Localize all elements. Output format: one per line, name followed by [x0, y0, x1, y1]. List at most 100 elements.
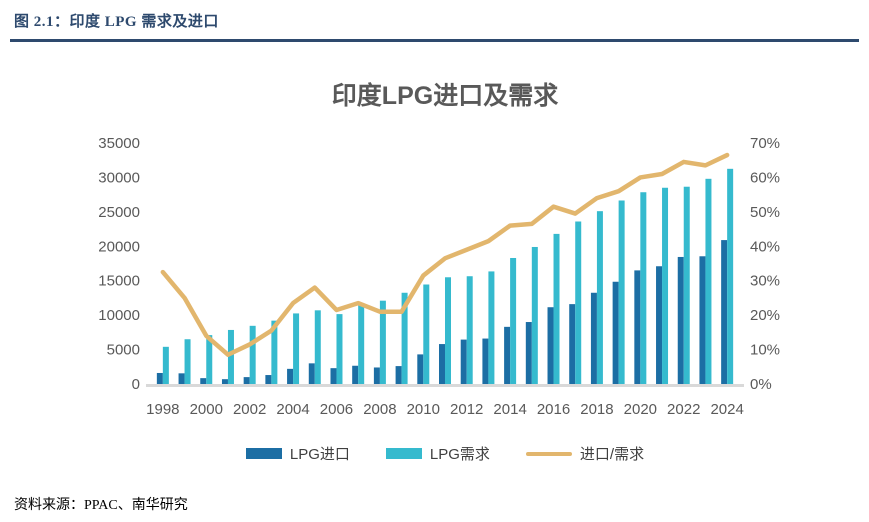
- demand-bar: [705, 178, 712, 384]
- left-axis-tick-label: 20000: [98, 238, 140, 255]
- demand-bar-swatch: [385, 448, 422, 459]
- import-bar: [156, 372, 163, 384]
- right-axis-tick-label: 30%: [750, 273, 780, 290]
- import-bar: [460, 339, 467, 384]
- right-axis-tick-label: 20%: [750, 307, 780, 324]
- demand-bar: [227, 329, 234, 384]
- import-bar: [308, 363, 315, 384]
- import-bar: [525, 322, 532, 384]
- x-axis-tick-label: 2008: [363, 401, 396, 418]
- demand-bar: [575, 221, 582, 384]
- import-bar: [547, 307, 554, 384]
- demand-bar: [510, 257, 517, 384]
- import-bar-swatch: [245, 448, 282, 459]
- import-bar: [482, 338, 489, 384]
- demand-bar: [249, 325, 256, 384]
- left-axis-tick-label: 5000: [107, 342, 140, 359]
- demand-bar: [466, 276, 473, 384]
- import-bar: [590, 292, 597, 384]
- import-bar: [373, 367, 380, 384]
- left-axis-tick-label: 0: [132, 376, 140, 393]
- left-axis-tick-label: 30000: [98, 169, 140, 186]
- legend-item-lpg-import: LPG进口: [245, 443, 350, 464]
- source-note: 资料来源：PPAC、南华研究: [14, 498, 188, 513]
- left-axis-tick-label: 15000: [98, 273, 140, 290]
- x-axis-tick-label: 2004: [276, 401, 309, 418]
- left-axis-tick-label: 25000: [98, 204, 140, 221]
- import-bar: [504, 326, 511, 384]
- demand-bar: [683, 186, 690, 384]
- x-axis-tick-label: 2024: [710, 401, 743, 418]
- import-bar: [178, 373, 185, 384]
- demand-bar: [618, 200, 625, 384]
- demand-bar: [206, 335, 213, 384]
- chart-title: 印度LPG进口及需求: [331, 82, 559, 110]
- legend-item-import-demand-ratio: 进口/需求: [525, 443, 645, 464]
- import-bar: [330, 368, 337, 384]
- demand-bar: [358, 304, 365, 384]
- demand-bar: [662, 187, 669, 384]
- demand-bar: [379, 300, 386, 384]
- demand-bar: [423, 284, 430, 384]
- import-bar: [569, 304, 576, 384]
- legend-label: LPG进口: [289, 446, 350, 463]
- x-axis-tick-label: 2002: [233, 401, 266, 418]
- demand-bar: [293, 313, 300, 384]
- import-bar: [721, 240, 728, 384]
- demand-bar: [445, 277, 451, 384]
- import-bar: [243, 377, 250, 384]
- left-axis-tick-label: 35000: [98, 135, 140, 152]
- demand-bar: [314, 310, 321, 384]
- legend-item-lpg-demand: LPG需求: [385, 443, 490, 464]
- demand-bar: [271, 320, 278, 384]
- import-bar: [395, 366, 402, 384]
- demand-bar: [336, 314, 343, 384]
- right-axis-tick-label: 60%: [750, 169, 780, 186]
- import-bar: [656, 266, 663, 384]
- import-bar: [221, 379, 228, 384]
- left-axis-tick-label: 10000: [98, 307, 140, 324]
- x-axis-tick-label: 1998: [146, 401, 179, 418]
- x-axis-tick-label: 2018: [580, 401, 613, 418]
- demand-bar: [531, 246, 538, 384]
- x-axis-tick-label: 2022: [667, 401, 700, 418]
- import-bar: [634, 270, 641, 384]
- right-axis-tick-label: 40%: [750, 238, 780, 255]
- x-axis-tick-label: 2010: [407, 401, 440, 418]
- demand-bar: [727, 168, 734, 384]
- demand-bar: [640, 192, 647, 384]
- demand-bar: [184, 339, 191, 384]
- import-bar: [417, 354, 424, 384]
- chart-legend: LPG进口 LPG需求 进口/需求: [152, 443, 738, 464]
- figure-label: 图 2.1：印度 LPG 需求及进口: [14, 14, 219, 30]
- import-bar: [612, 281, 619, 384]
- x-axis-tick-label: 2014: [493, 401, 526, 418]
- legend-label: LPG需求: [429, 446, 490, 463]
- right-axis-tick-label: 10%: [750, 342, 780, 359]
- demand-bar: [596, 211, 603, 384]
- right-axis-tick-label: 70%: [750, 135, 780, 152]
- import-bar: [352, 365, 359, 384]
- import-bar: [699, 256, 706, 384]
- x-axis-tick-label: 2016: [537, 401, 570, 418]
- ratio-line-swatch: [525, 451, 572, 456]
- x-axis-tick-label: 2020: [624, 401, 657, 418]
- demand-bar: [488, 271, 495, 384]
- demand-bar: [401, 292, 408, 384]
- x-axis-tick-label: 2000: [190, 401, 223, 418]
- right-axis-tick-label: 0%: [750, 376, 772, 393]
- right-axis-tick-label: 50%: [750, 204, 780, 221]
- import-bar: [287, 368, 294, 384]
- demand-bar: [162, 346, 169, 384]
- x-axis-tick-label: 2012: [450, 401, 483, 418]
- legend-label: 进口/需求: [579, 446, 645, 463]
- import-bar: [677, 256, 684, 384]
- header-rule: [10, 39, 859, 42]
- import-bar: [200, 378, 207, 384]
- demand-bar: [553, 233, 560, 384]
- import-bar: [265, 375, 272, 384]
- import-bar: [439, 344, 445, 384]
- import-demand-ratio-line: [160, 152, 730, 357]
